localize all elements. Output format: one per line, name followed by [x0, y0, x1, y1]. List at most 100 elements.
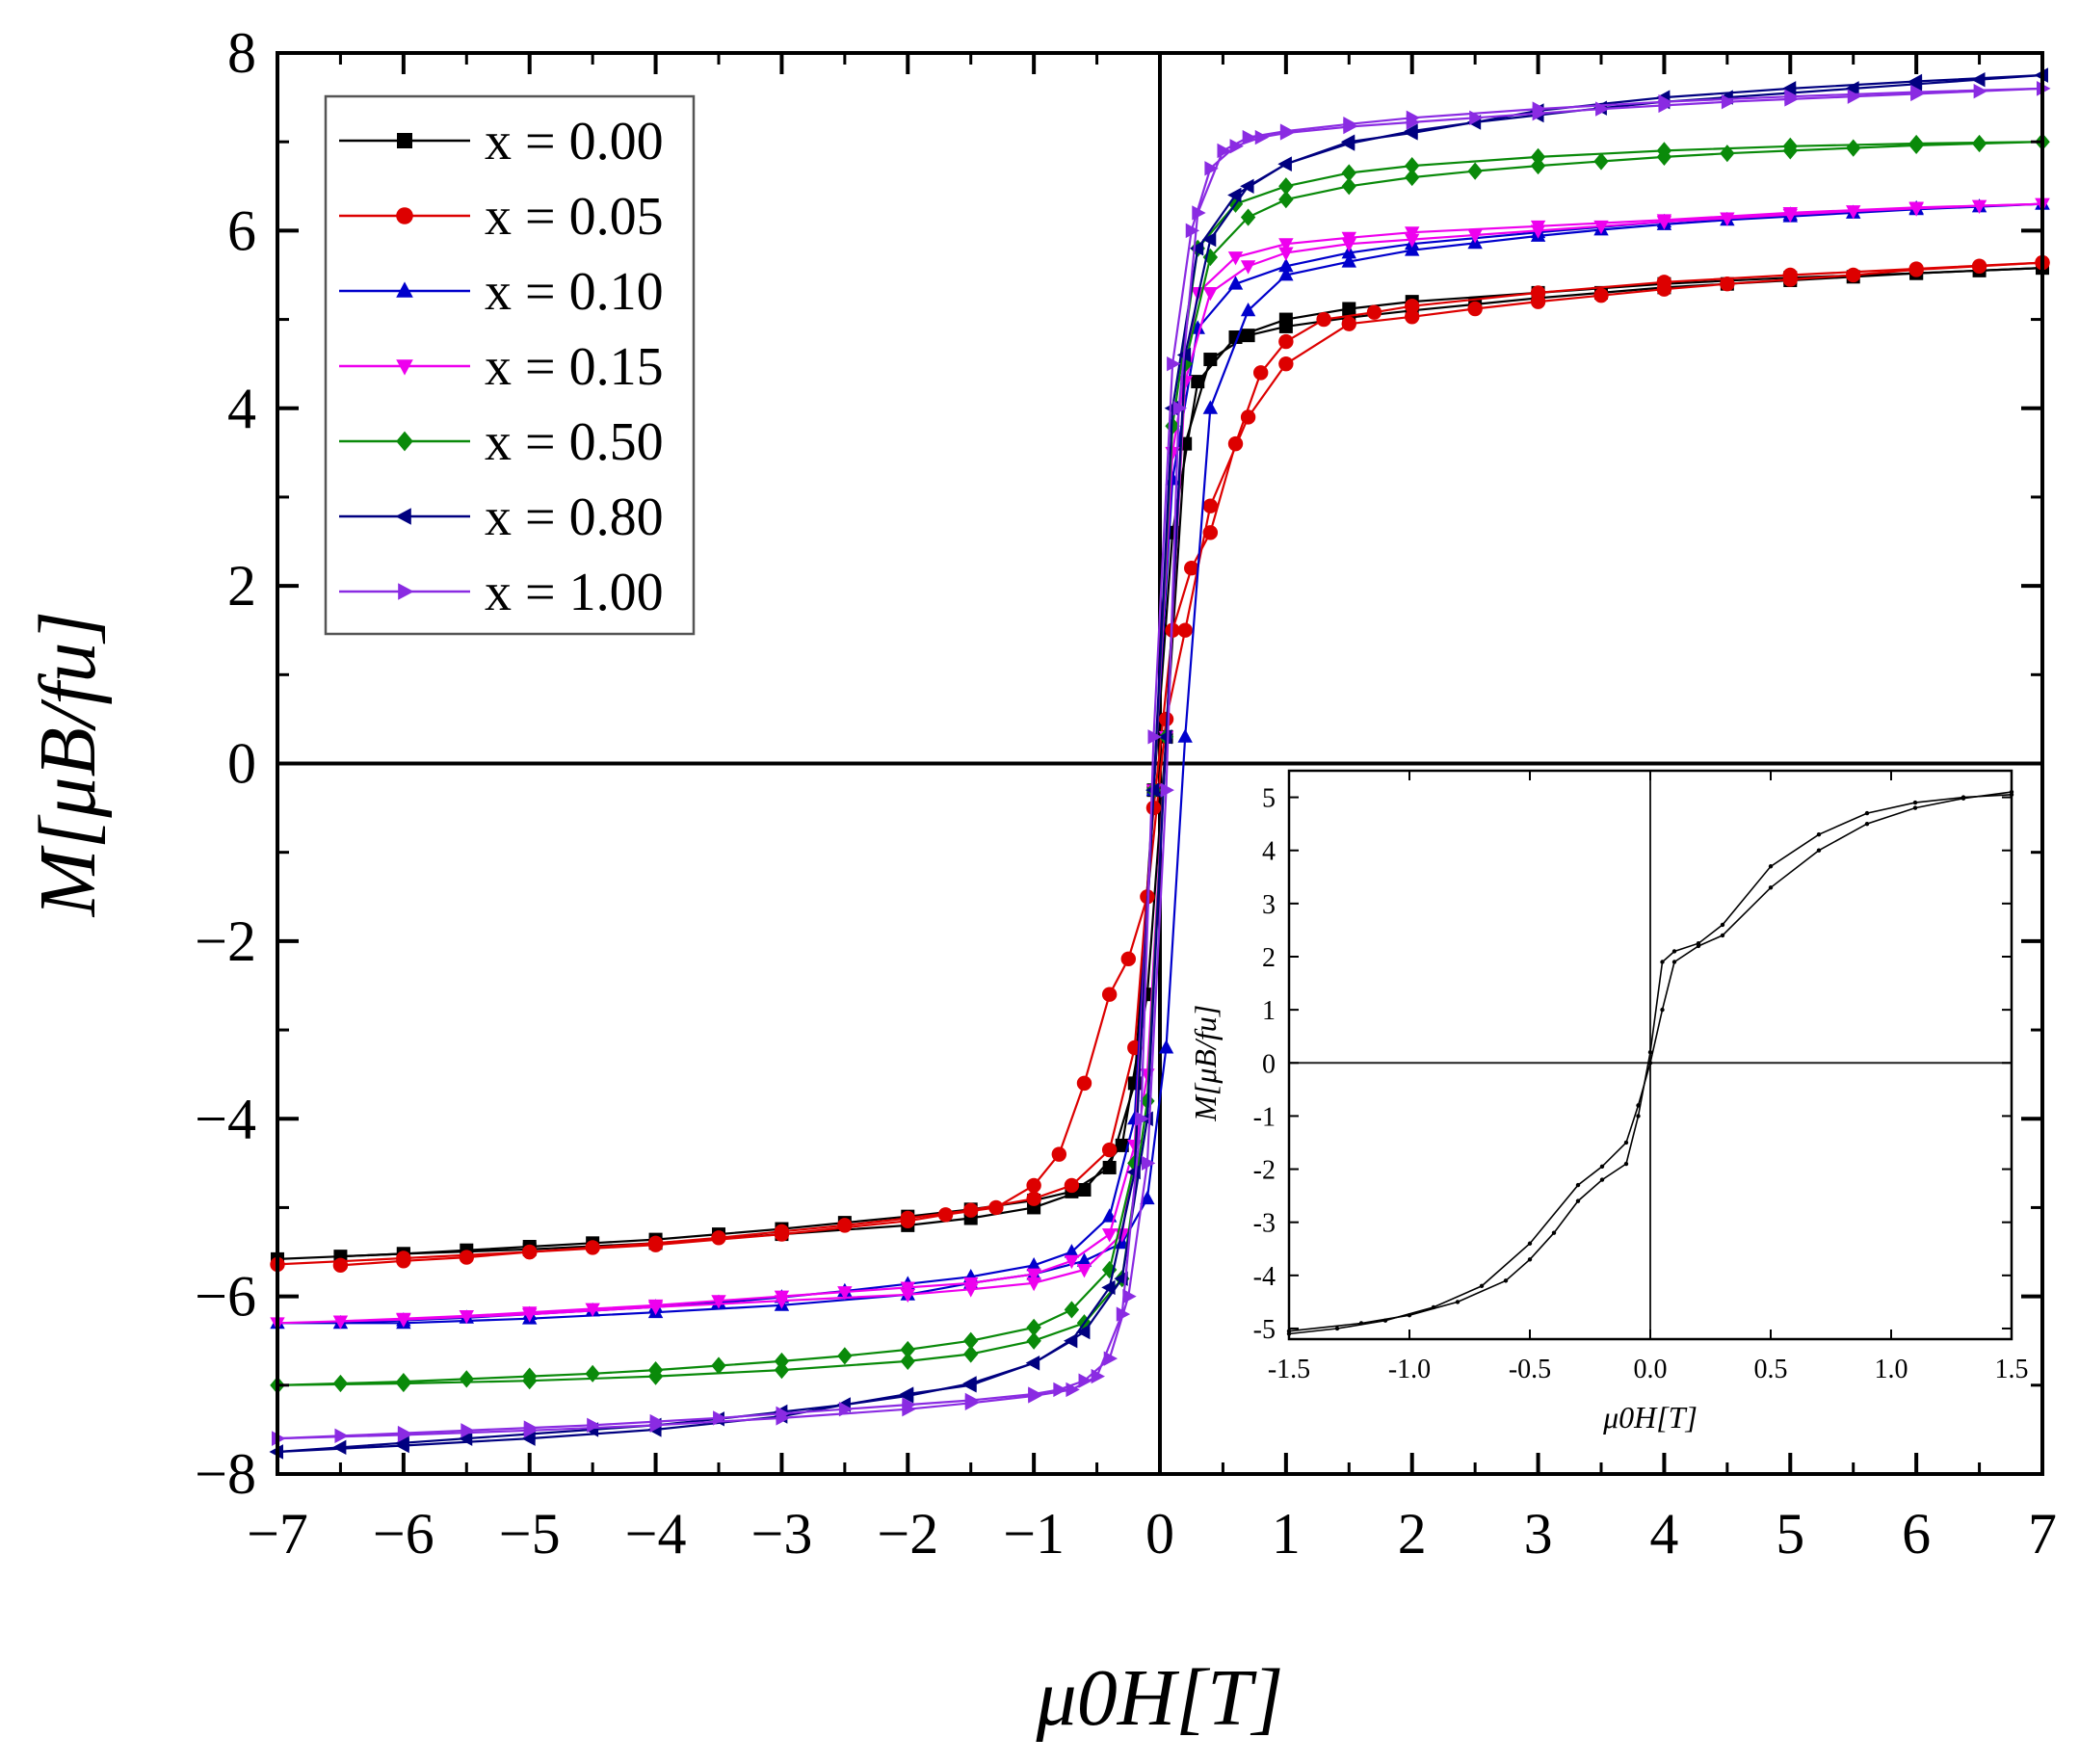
series-x-0-05-point: [1101, 1142, 1118, 1158]
series-x-0-05-point: [522, 1244, 538, 1260]
x-tick-label: 0: [1145, 1502, 1174, 1566]
legend-marker: [396, 281, 413, 298]
series-x-1-00-point: [1242, 129, 1256, 145]
series-x-0-15-point: [1782, 208, 1798, 224]
series-x-0-00-point: [1077, 1183, 1092, 1197]
legend-item: x = 0.50: [339, 412, 664, 472]
series-x-0-15-point: [963, 1283, 979, 1298]
inset-y-axis-title: M[μB/fu]: [1188, 1005, 1223, 1122]
inset-x-tick-label: -1.0: [1388, 1355, 1431, 1384]
inset-point: [1816, 848, 1822, 853]
series-x-0-05-point: [711, 1230, 726, 1246]
legend-item: x = 0.80: [339, 487, 664, 547]
series-x-0-50-point: [1278, 177, 1294, 196]
series-x-0-05-point: [1026, 1177, 1041, 1194]
series-x-0-10-point: [1202, 400, 1219, 414]
series-x-0-05-point: [1720, 276, 1735, 292]
series-x-0-50-point: [1846, 139, 1861, 157]
series-x-0-15-point: [1278, 238, 1294, 252]
series-x-1-00-point: [1053, 1382, 1067, 1398]
series-x-0-05-point: [1026, 1191, 1041, 1206]
series-x-0-15-point: [396, 1313, 411, 1328]
series-x-1-00-point: [1167, 355, 1181, 372]
series-x-0-10-point: [1140, 1190, 1155, 1205]
inset-point: [1599, 1164, 1605, 1169]
series-x-0-80-point: [1277, 156, 1292, 171]
series-x-0-05-point: [1240, 409, 1256, 425]
series-x-0-15-point: [522, 1308, 538, 1323]
series-x-1-00-point: [1185, 223, 1200, 239]
inset-point: [1720, 933, 1725, 938]
series-x-0-50-point: [900, 1352, 915, 1371]
inset-point: [1599, 1177, 1605, 1182]
inset-series: [1286, 789, 2014, 1336]
inset-y-tick-label: 2: [1262, 943, 1276, 973]
series-x-0-05-point: [1341, 316, 1356, 331]
series-x-0-50-point: [1405, 156, 1420, 175]
series-x-1-00-point: [649, 1417, 664, 1433]
series-x-1-00-point: [1343, 118, 1357, 135]
series-x-1-00-point: [1116, 1306, 1131, 1322]
series-x-1-00-point: [523, 1423, 539, 1438]
inset-point: [1334, 1326, 1340, 1331]
inset-point: [1575, 1182, 1581, 1188]
inset-point: [1431, 1304, 1436, 1310]
y-tick-label: 2: [227, 554, 256, 618]
series-x-1-00-point: [1103, 1351, 1118, 1366]
series-x-0-15-branch-lower-line: [276, 202, 2043, 1325]
series-x-0-10-point: [1341, 253, 1356, 268]
series-x-0-50-point: [647, 1367, 664, 1385]
series-x-0-05-point: [988, 1199, 1004, 1216]
legend-marker: [398, 583, 414, 600]
series-x-0-50-point: [1908, 136, 1924, 154]
series-x-0-50-point: [1782, 142, 1798, 160]
series-x-0-05-point: [1184, 560, 1199, 576]
main-ticks: −7 −6 −5 −4 −3 −2 −1 0 1 2 3 4 5 6 7 −8 −6 −4 −2 0 2 4 6 8: [195, 21, 2057, 1566]
y-tick-label: −6: [195, 1265, 256, 1329]
series-x-0-80-point: [1971, 71, 1986, 88]
y-tick-label: 8: [227, 21, 256, 85]
series-x-0-05-point: [1177, 622, 1193, 638]
series-x-1-00-point: [1204, 161, 1219, 176]
series-x-0-05-point: [1278, 355, 1294, 372]
series-x-0-15-point: [900, 1281, 915, 1296]
series-x-0-80-point: [1227, 187, 1242, 203]
series-x-0-80-point: [1101, 1279, 1116, 1296]
series-x-0-10-point: [1177, 728, 1193, 743]
series-x-0-05-point: [1278, 333, 1294, 350]
inset-point: [1696, 943, 1701, 949]
series-x-0-00-point: [1115, 1138, 1129, 1152]
series-x-0-80-point: [1189, 241, 1204, 256]
inset-x-tick-label: 0.0: [1634, 1355, 1668, 1384]
series-x-0-80-point: [332, 1439, 347, 1456]
series-x-0-10-point: [1158, 1040, 1174, 1054]
inset-plot: -1.5 -1.0 -0.5 0.0 0.5 1.0 1.5 -5 -4 -3 -2 -1 0 1 2 3 4 5…: [1188, 769, 2029, 1435]
inset-point: [1636, 1103, 1641, 1108]
series-x-0-05-point: [396, 1251, 411, 1266]
series-x-0-80-point: [1340, 136, 1355, 151]
series-x-0-05-point: [1366, 304, 1382, 320]
series-x-0-15-point: [1593, 220, 1609, 235]
x-tick-label: 6: [1902, 1502, 1931, 1566]
series-x-0-50-point: [837, 1347, 853, 1365]
series-x-0-50-branch-lower-line: [276, 141, 2043, 1386]
series-x-0-05-point: [837, 1218, 853, 1233]
series-x-0-50-point: [1530, 147, 1546, 166]
series-x-0-80-point: [1240, 178, 1254, 194]
inset-y-tick-label: 0: [1262, 1049, 1276, 1079]
series-x-1-00-point: [461, 1423, 475, 1438]
series-x-0-80-point: [1076, 1324, 1091, 1340]
series-x-0-05-point: [1076, 1075, 1092, 1092]
series-x-1-00-point: [1279, 125, 1295, 141]
series-x-0-50-point: [1026, 1318, 1041, 1336]
series-x-0-50-point: [963, 1331, 979, 1350]
inset-point: [1623, 1140, 1629, 1145]
series-x-0-05-point: [1064, 1177, 1080, 1194]
x-tick-label: −1: [1003, 1502, 1065, 1566]
x-tick-label: 7: [2028, 1502, 2057, 1566]
series-x-1-00-point: [1254, 129, 1270, 145]
series-x-0-15-point: [1278, 247, 1294, 261]
series-x-1-00-point: [1658, 97, 1672, 114]
inset-y-tick-label: 3: [1262, 890, 1276, 920]
inset-point: [1527, 1241, 1533, 1246]
